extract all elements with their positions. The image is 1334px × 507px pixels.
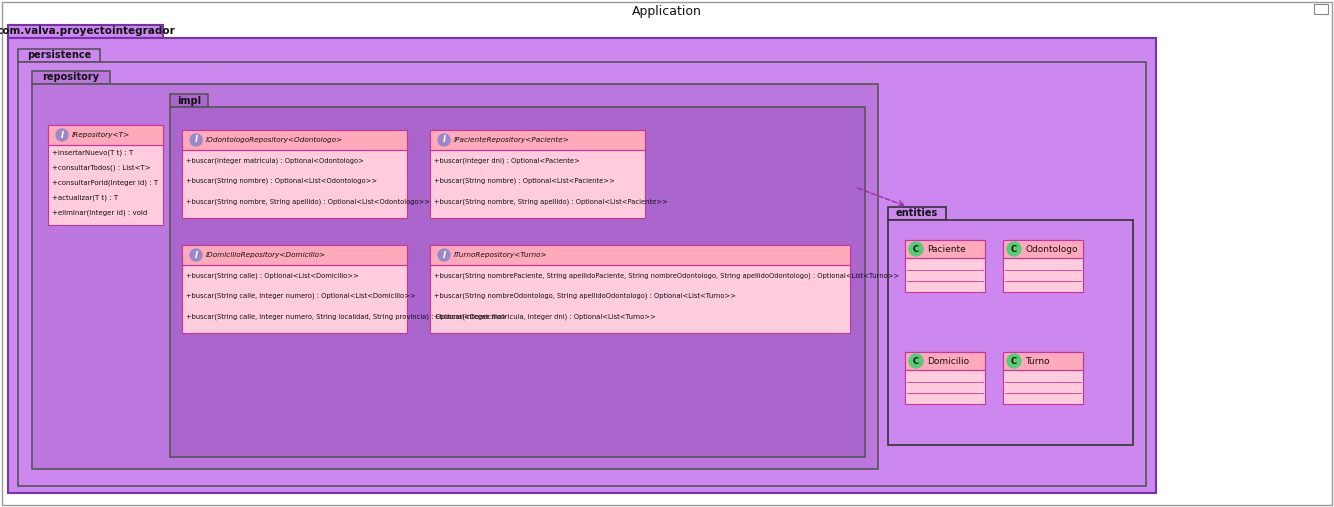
- Bar: [17, 49, 100, 62]
- Text: +consultarTodos() : List<T>: +consultarTodos() : List<T>: [52, 164, 151, 171]
- Text: Application: Application: [632, 6, 702, 18]
- Circle shape: [1007, 242, 1021, 256]
- Circle shape: [1007, 354, 1021, 368]
- Bar: [430, 130, 646, 150]
- Text: persistence: persistence: [27, 51, 91, 60]
- Bar: [430, 245, 850, 333]
- Circle shape: [189, 249, 201, 261]
- Bar: [8, 25, 163, 38]
- Bar: [17, 62, 1146, 486]
- Bar: [904, 240, 984, 292]
- Circle shape: [438, 249, 450, 261]
- Bar: [1003, 352, 1083, 404]
- Circle shape: [908, 354, 923, 368]
- Bar: [48, 125, 163, 225]
- Bar: [181, 245, 407, 265]
- Text: Odontologo: Odontologo: [1025, 244, 1078, 254]
- Text: I: I: [443, 250, 446, 260]
- Bar: [1003, 240, 1083, 258]
- Text: ITurnoRepository<Turno>: ITurnoRepository<Turno>: [454, 252, 548, 258]
- Text: Paciente: Paciente: [927, 244, 966, 254]
- Text: impl: impl: [177, 95, 201, 105]
- Text: IDomicilioRepository<Domicilio>: IDomicilioRepository<Domicilio>: [205, 252, 325, 258]
- Bar: [169, 107, 864, 457]
- Text: C: C: [1011, 244, 1017, 254]
- Bar: [181, 130, 407, 218]
- Text: C: C: [912, 244, 919, 254]
- Bar: [888, 220, 1133, 445]
- Text: C: C: [912, 356, 919, 366]
- Bar: [904, 240, 984, 258]
- Bar: [430, 245, 850, 265]
- Circle shape: [908, 242, 923, 256]
- Text: I: I: [195, 135, 197, 144]
- Bar: [169, 94, 208, 107]
- Bar: [1003, 240, 1083, 292]
- Bar: [1314, 4, 1329, 14]
- Circle shape: [189, 134, 201, 146]
- Text: entities: entities: [896, 208, 938, 219]
- Text: IPacienteRepository<Paciente>: IPacienteRepository<Paciente>: [454, 137, 570, 143]
- Text: Turno: Turno: [1025, 356, 1050, 366]
- Bar: [904, 352, 984, 370]
- Bar: [8, 38, 1157, 493]
- Text: +buscar(Integer dni) : Optional<Paciente>: +buscar(Integer dni) : Optional<Paciente…: [434, 157, 580, 164]
- Text: +consultarPorId(Integer id) : T: +consultarPorId(Integer id) : T: [52, 179, 159, 186]
- Text: I: I: [195, 250, 197, 260]
- Text: +buscar(String nombre) : Optional<List<Paciente>>: +buscar(String nombre) : Optional<List<P…: [434, 177, 615, 184]
- Text: +buscar(Integer matricula, Integer dni) : Optional<List<Turno>>: +buscar(Integer matricula, Integer dni) …: [434, 313, 656, 320]
- Bar: [430, 130, 646, 218]
- Bar: [181, 130, 407, 150]
- Text: IOdontologoRepository<Odontologo>: IOdontologoRepository<Odontologo>: [205, 137, 343, 143]
- Bar: [1003, 352, 1083, 370]
- Text: I: I: [443, 135, 446, 144]
- Circle shape: [56, 129, 68, 141]
- Text: +buscar(String nombre, String apellido) : Optional<List<Paciente>>: +buscar(String nombre, String apellido) …: [434, 198, 668, 205]
- Text: IRepository<T>: IRepository<T>: [72, 132, 131, 138]
- Text: +eliminar(Integer id) : void: +eliminar(Integer id) : void: [52, 210, 147, 216]
- Text: +buscar(String calle, Integer numero, String localidad, String provincia) : Opti: +buscar(String calle, Integer numero, St…: [185, 313, 507, 320]
- Bar: [32, 71, 109, 84]
- Bar: [48, 125, 163, 145]
- Bar: [32, 84, 878, 469]
- Text: +insertarNuevo(T t) : T: +insertarNuevo(T t) : T: [52, 149, 133, 156]
- Text: C: C: [1011, 356, 1017, 366]
- Text: +buscar(String nombreOdontologo, String apellidoOdontologo) : Optional<List<Turn: +buscar(String nombreOdontologo, String …: [434, 293, 736, 299]
- Text: +buscar(String nombre) : Optional<List<Odontologo>>: +buscar(String nombre) : Optional<List<O…: [185, 177, 378, 184]
- Text: com.valva.proyectointegrador: com.valva.proyectointegrador: [0, 26, 175, 37]
- Text: +buscar(String nombre, String apellido) : Optional<List<Odontologo>>: +buscar(String nombre, String apellido) …: [185, 198, 430, 205]
- Text: +buscar(String calle, Integer numero) : Optional<List<Domicilio>>: +buscar(String calle, Integer numero) : …: [185, 293, 416, 299]
- Bar: [181, 245, 407, 333]
- Text: +buscar(Integer matricula) : Optional<Odontologo>: +buscar(Integer matricula) : Optional<Od…: [185, 157, 364, 164]
- Text: +buscar(String nombrePaciente, String apellidoPaciente, String nombreOdontologo,: +buscar(String nombrePaciente, String ap…: [434, 272, 899, 278]
- Bar: [888, 207, 946, 220]
- Bar: [904, 352, 984, 404]
- Text: +actualizar(T t) : T: +actualizar(T t) : T: [52, 195, 119, 201]
- Circle shape: [438, 134, 450, 146]
- Text: repository: repository: [43, 73, 100, 83]
- Text: +buscar(String calle) : Optional<List<Domicilio>>: +buscar(String calle) : Optional<List<Do…: [185, 272, 359, 278]
- Text: I: I: [60, 130, 64, 139]
- Text: Domicilio: Domicilio: [927, 356, 968, 366]
